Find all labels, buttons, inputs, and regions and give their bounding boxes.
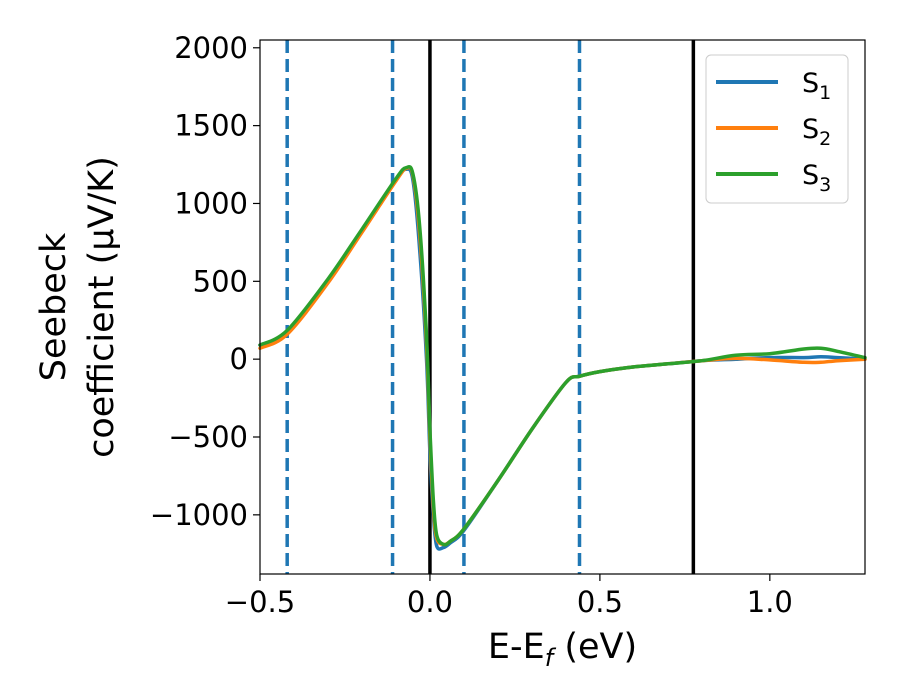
x-axis-label: E-Ef (eV) [488,627,637,672]
x-tick-label: 1.0 [747,585,793,619]
y-tick-label: 1000 [174,186,248,220]
y-tick-label: 0 [230,342,248,376]
plot-frame [259,39,866,575]
y-axis-label-line1: Seebeck [34,232,74,381]
y-tick-label: 2000 [174,31,248,65]
x-tick-label: −0.5 [225,585,295,619]
legend: S1 S2 S3 [705,54,849,204]
series-line-3 [258,164,867,547]
y-tick-label: −500 [168,420,248,454]
y-axis-label-line2: coefficient (μV/K) [82,156,122,458]
x-axis-label-main: E-E [488,627,545,667]
series-lines [258,164,867,551]
x-axis-label-unit: (eV) [553,627,637,667]
legend-label-2: S2 [802,114,831,150]
axis-ticks: −0.5 0.0 0.5 1.0 −1000 −500 0 500 1000 1500 2000 [150,31,793,619]
legend-label-3: S3 [802,160,831,196]
y-tick-label: −1000 [150,498,248,532]
legend-label-1: S1 [802,68,831,104]
y-tick-label: 1500 [174,109,248,143]
x-tick-label: 0.5 [577,585,623,619]
x-tick-label: 0.0 [407,585,453,619]
y-tick-label: 500 [193,264,248,298]
vertical-lines [285,40,696,574]
